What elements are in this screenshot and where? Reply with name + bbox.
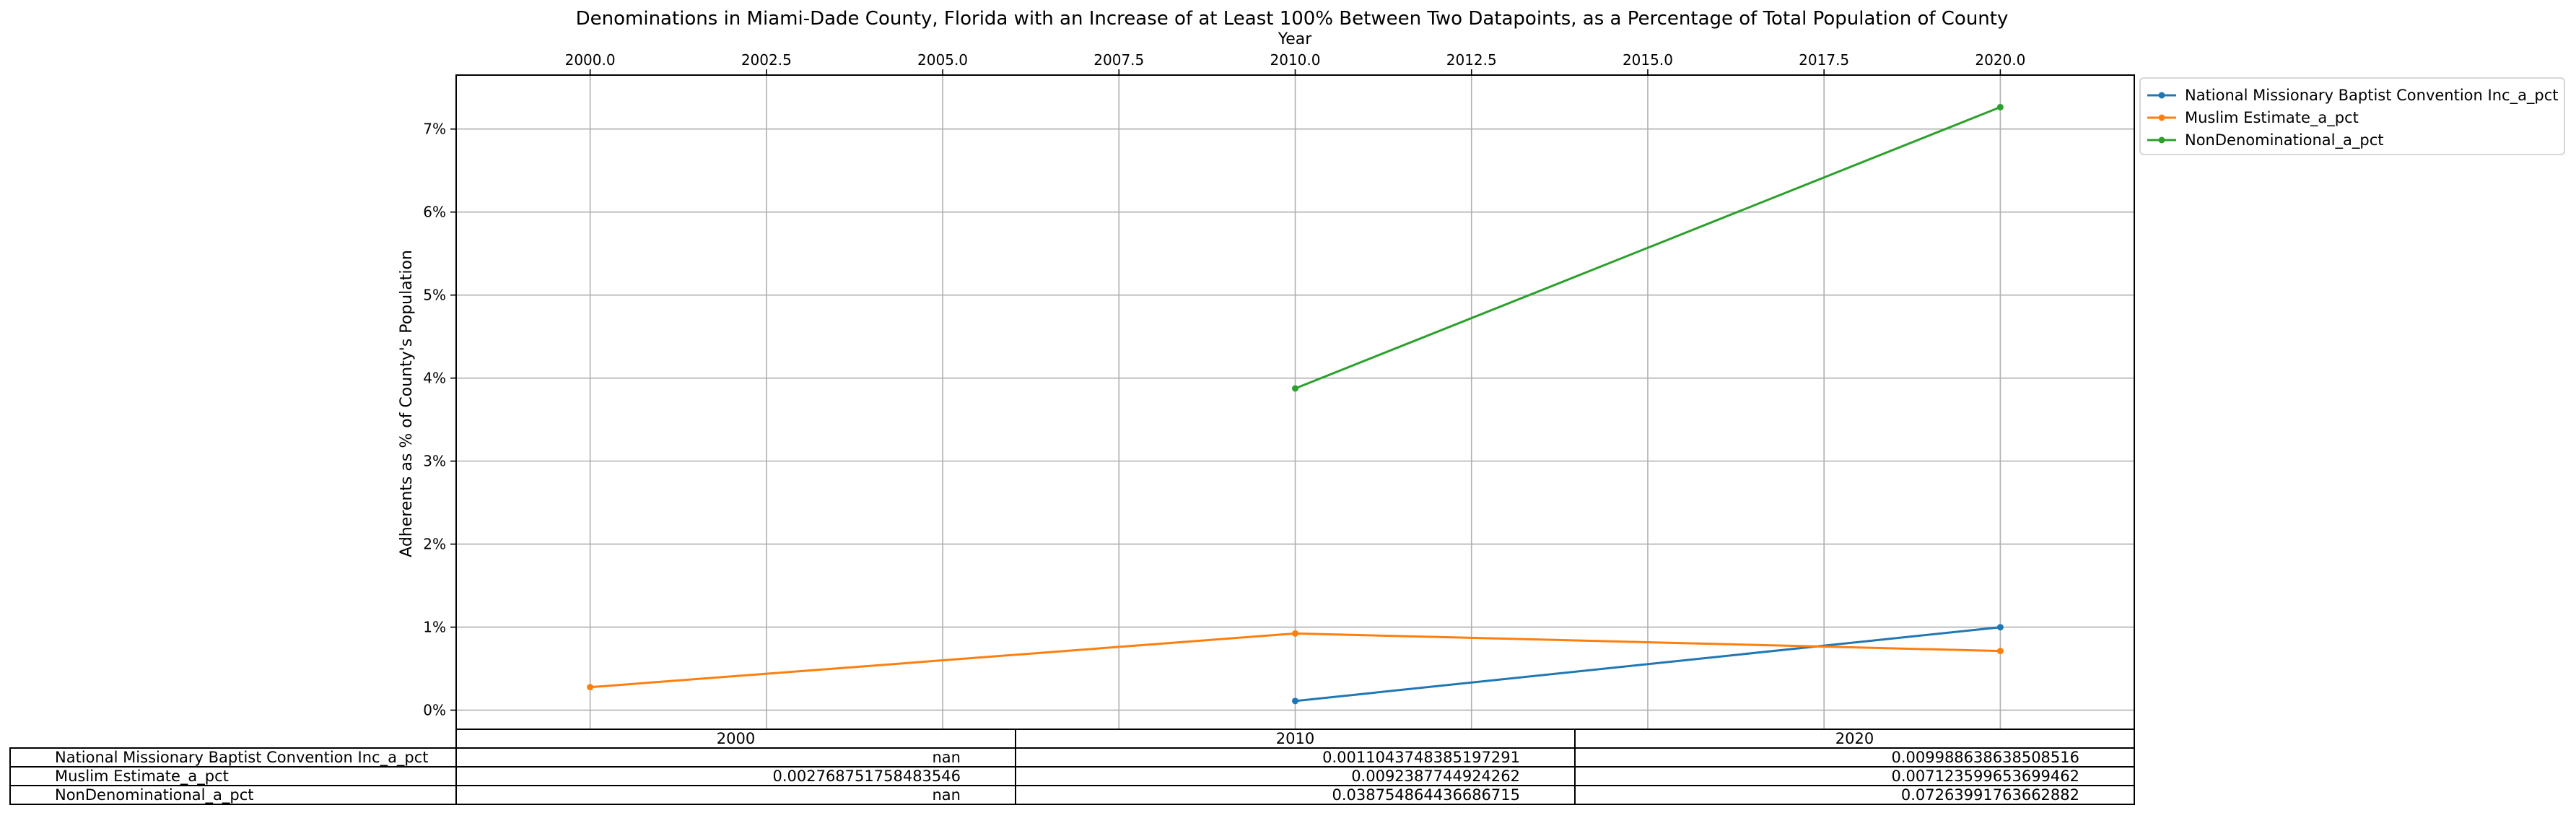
x-tick-label: 2005.0	[917, 51, 968, 69]
data-point	[1996, 648, 2004, 655]
y-tick-label: 3%	[423, 453, 446, 470]
x-tick-label: 2002.5	[741, 51, 792, 69]
x-tick-label: 2010.0	[1270, 51, 1321, 69]
table-cell-value: 0.009988638638508516	[1891, 749, 2079, 766]
table-cell	[1574, 785, 2135, 805]
y-tick-label: 1%	[423, 619, 446, 636]
table-cell-value: 0.0011043748385197291	[1322, 749, 1520, 766]
series-line	[1294, 105, 2001, 390]
legend-entry: National Missionary Baptist Convention I…	[2185, 87, 2559, 105]
series-line	[1295, 626, 2001, 703]
grid	[456, 75, 2134, 729]
x-tick-label: 2015.0	[1623, 51, 1673, 69]
data-point	[1292, 697, 1298, 705]
chart-title: Denominations in Miami-Dade County, Flor…	[576, 8, 2009, 30]
table-cell-value: nan	[933, 749, 961, 766]
table-cell-value: 0.007123599653699462	[1891, 768, 2079, 785]
plot-area	[587, 103, 2004, 705]
legend-box	[2139, 77, 2565, 155]
legend-marker	[2158, 92, 2165, 99]
legend-entry: Muslim Estimate_a_pct	[2185, 109, 2359, 127]
table-cell-value: nan	[933, 786, 961, 804]
table-col-label: 2010	[1276, 730, 1314, 747]
x-axis-label: Year	[1278, 30, 1313, 48]
data-point	[587, 684, 594, 691]
y-tick-label: 4%	[423, 370, 446, 387]
table-cell-value: 0.038754864436686715	[1332, 786, 1520, 804]
axis-ticks: 2000.0 2002.5 2005.0 2007.5 2010.0 2012.5 2015…	[423, 51, 2025, 719]
x-tick-label: 2007.5	[1093, 51, 1144, 69]
y-tick-label: 6%	[423, 204, 446, 221]
y-tick-label: 0%	[423, 702, 446, 719]
table-row-label: National Missionary Baptist Convention I…	[55, 749, 429, 767]
y-axis-label: Adherents as % of County's Population	[398, 250, 416, 557]
table-col-label: 2000	[717, 730, 755, 747]
x-tick-label: 2020.0	[1975, 51, 2025, 69]
y-tick-label: 7%	[423, 121, 446, 138]
data-point	[1996, 103, 2004, 110]
y-tick-label: 5%	[423, 287, 446, 304]
table-cell-value: 0.002768751758483546	[772, 768, 961, 785]
legend-marker	[2158, 114, 2165, 121]
data-table: 2000 2010 2020 National Missionary Baptist …	[9, 729, 2135, 805]
data-point	[1292, 630, 1298, 637]
legend-entry: NonDenominational_a_pct	[2185, 131, 2384, 149]
legend-marker	[2158, 136, 2165, 144]
x-tick-label: 2012.5	[1446, 51, 1497, 69]
data-point	[1996, 624, 2004, 631]
x-tick-label: 2017.5	[1799, 51, 1849, 69]
table-row-label: Muslim Estimate_a_pct	[55, 768, 229, 786]
table-cell-value: 0.0092387744924262	[1351, 768, 1520, 785]
table-col-label: 2020	[1835, 730, 1874, 747]
legend: National Missionary Baptist Convention I…	[2139, 77, 2565, 155]
y-tick-label: 2%	[423, 536, 446, 553]
table-row-label: NonDenominational_a_pct	[55, 786, 254, 804]
data-point	[1292, 385, 1298, 392]
x-tick-label: 2000.0	[565, 51, 616, 69]
table-cell-value: 0.07263991763662882	[1901, 786, 2079, 804]
